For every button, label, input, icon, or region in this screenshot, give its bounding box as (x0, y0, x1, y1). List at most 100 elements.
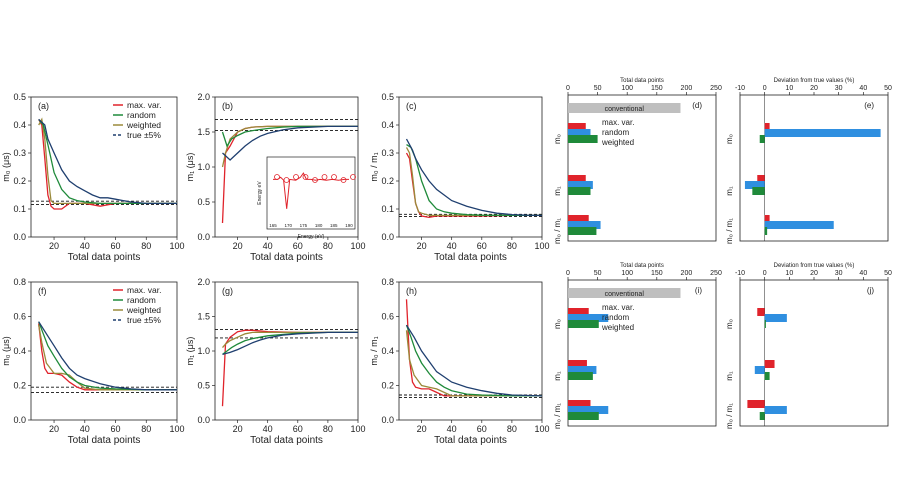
legend-label: random (127, 110, 156, 120)
inset-marker (293, 174, 299, 180)
panel-a: 0.0 0.1 0.2 0.3 0.4 0.5 20 40 60 80 100 Total data … (1, 92, 185, 263)
legend-label: weighted (601, 323, 634, 332)
x-tick-label: 20 (49, 241, 59, 251)
inset-x-tick: 185 (330, 223, 338, 228)
top-tick-label: 50 (884, 270, 892, 277)
inset-marker (283, 177, 290, 183)
x-tick-label: 60 (111, 241, 121, 251)
bar-blue (744, 181, 765, 189)
bar-red (568, 215, 589, 223)
series-line-olive (405, 330, 542, 397)
top-tick-label: 100 (621, 85, 633, 92)
x-tick-label: 20 (417, 424, 427, 434)
y-axis-label: m₁ (μs) (185, 153, 195, 182)
bar-green (568, 135, 598, 143)
x-tick-label: 80 (507, 424, 517, 434)
series-line-olive (405, 147, 542, 217)
x-tick-label: 60 (477, 241, 487, 251)
bar-blue (764, 129, 881, 137)
top-tick-label: 10 (785, 85, 793, 92)
category-label: m₁ (553, 186, 562, 196)
top-tick-label: 250 (710, 85, 722, 92)
panel-label: (a) (38, 101, 49, 111)
x-tick-label: 60 (293, 424, 303, 434)
bar-blue (568, 314, 609, 322)
bar-red (757, 175, 765, 183)
bar-red (568, 400, 591, 408)
inset-x-tick: 190 (345, 223, 353, 228)
top-tick-label: 30 (835, 270, 843, 277)
x-axis-label: Total data points (250, 252, 323, 263)
y-tick-label: 0.6 (381, 312, 394, 322)
inset-marker (331, 174, 337, 180)
top-tick-label: 20 (810, 270, 818, 277)
top-tick-label: 50 (594, 270, 602, 277)
bar-red (757, 308, 765, 316)
series-line-red (38, 323, 177, 391)
y-tick-label: 1.0 (197, 346, 210, 356)
y-tick-label: 0.3 (381, 148, 394, 158)
panel-label: (i) (695, 286, 702, 295)
panel-j: -10 0 10 20 30 40 50 Deviation from true values… (725, 263, 892, 429)
bar-green (568, 372, 593, 380)
plot-frame (567, 94, 717, 242)
bar-green (568, 320, 599, 328)
y-tick-label: 0.8 (381, 277, 394, 287)
category-label: m₀ (725, 319, 734, 329)
bar-red (568, 175, 586, 183)
y-tick-label: 1.5 (197, 312, 210, 322)
y-tick-label: 0.2 (381, 176, 394, 186)
panel-g: 0.0 0.5 1.0 1.5 2.0 20 40 60 80 100 Total data poi… (185, 277, 366, 446)
x-tick-label: 100 (534, 424, 549, 434)
y-tick-label: 0.4 (13, 346, 26, 356)
bar-red (568, 308, 589, 316)
top-axis-label: Total data points (620, 78, 664, 84)
x-tick-label: 40 (263, 241, 273, 251)
category-label: m₀ / m₁ (553, 218, 562, 244)
legend-label: weighted (126, 305, 161, 315)
category-label: m₀ / m₁ (725, 218, 734, 244)
inset-x-tick: 170 (284, 223, 292, 228)
bar-red (764, 360, 775, 368)
bar-red (764, 123, 770, 131)
x-axis-label: Total data points (250, 435, 323, 446)
series-line-navy (222, 125, 358, 161)
panel-d: 0 50 100 150 200 250 Total data points (d) conve… (553, 78, 722, 244)
top-tick-label: 0 (566, 85, 570, 92)
x-tick-label: 40 (80, 241, 90, 251)
y-tick-label: 0.1 (13, 204, 26, 214)
bar-green (759, 412, 765, 420)
bar-green (764, 227, 768, 235)
series-line-navy (38, 118, 177, 205)
y-tick-label: 0.1 (381, 204, 394, 214)
top-tick-label: -10 (735, 85, 745, 92)
y-tick-label: 0.2 (381, 381, 394, 391)
plot-frame (567, 279, 717, 427)
x-tick-label: 20 (417, 241, 427, 251)
y-tick-label: 0.0 (13, 415, 26, 425)
y-tick-label: 0.5 (381, 92, 394, 102)
top-tick-label: 150 (651, 85, 663, 92)
x-tick-label: 60 (477, 424, 487, 434)
x-tick-label: 80 (323, 241, 333, 251)
series-line-green (222, 331, 358, 355)
legend-label: weighted (601, 138, 634, 147)
inset-marker (340, 177, 347, 183)
panel-label: (d) (692, 101, 702, 110)
category-label: m₀ (553, 134, 562, 144)
y-tick-label: 0.4 (381, 346, 394, 356)
top-axis-label: Total data points (620, 263, 664, 269)
panel-label: (j) (867, 286, 874, 295)
series-line-navy (38, 321, 177, 391)
inset-x-tick: 165 (269, 223, 277, 228)
plot-frame (398, 96, 543, 238)
top-tick-label: 100 (621, 270, 633, 277)
y-tick-label: 0.6 (13, 312, 26, 322)
x-tick-label: 100 (350, 424, 365, 434)
panel-e: -10 0 10 20 30 40 50 Deviation from true values… (725, 78, 892, 244)
bar-blue (764, 314, 787, 322)
top-tick-label: 0 (763, 270, 767, 277)
y-axis-label: m₀ (μs) (1, 152, 11, 181)
y-axis-label: m₀ (μs) (1, 336, 11, 365)
